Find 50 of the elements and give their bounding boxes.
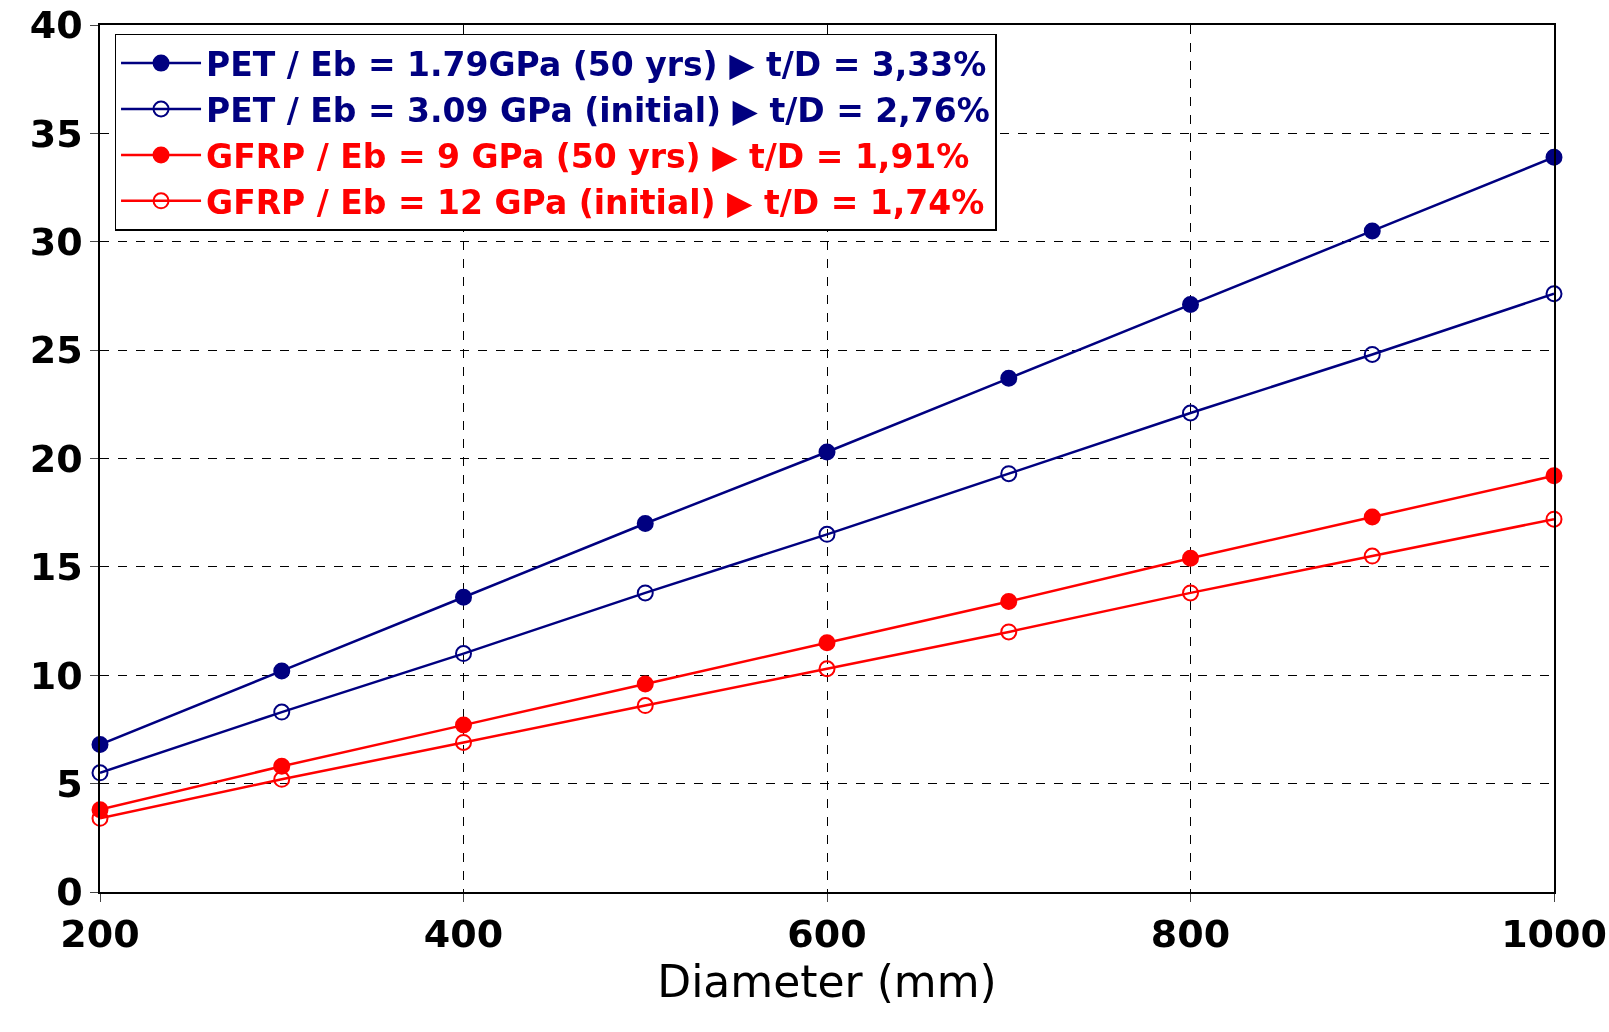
- legend-label: PET / Eb = 3.09 GPa (initial) ▶ t/D = 2,76%: [206, 90, 990, 130]
- legend-label: PET / Eb = 1.79GPa (50 yrs) ▶ t/D = 3,33%: [206, 44, 987, 84]
- y-tick-label: 20: [29, 436, 83, 481]
- point: [636, 584, 654, 602]
- y-tick-label: 15: [29, 545, 83, 590]
- point: [273, 757, 291, 775]
- point: [1000, 465, 1018, 483]
- legend-label: GFRP / Eb = 9 GPa (50 yrs) ▶ t/D = 1,91%: [206, 136, 970, 176]
- point: [1545, 510, 1563, 528]
- x-tick-label: 1000: [1501, 912, 1607, 957]
- point: [455, 588, 472, 606]
- point: [1363, 508, 1381, 526]
- x-tick-label: 800: [1150, 912, 1231, 957]
- point: [1545, 285, 1563, 303]
- point: [1000, 623, 1018, 641]
- point: [818, 525, 836, 543]
- point: [1182, 549, 1199, 567]
- x-tick-label: 600: [787, 912, 867, 957]
- point: [1363, 222, 1381, 240]
- point: [455, 645, 472, 663]
- point: [455, 716, 472, 734]
- point: [1000, 593, 1018, 611]
- x-axis-title: Diameter (mm): [657, 956, 997, 1008]
- point: [91, 764, 109, 782]
- point: [1182, 584, 1199, 602]
- y-tick-label: 0: [56, 870, 83, 915]
- legend-label: GFRP / Eb = 12 GPa (initial) ▶ t/D = 1,74%: [206, 182, 985, 222]
- point: [818, 660, 836, 678]
- x-tick-label: 400: [423, 912, 504, 957]
- point: [273, 662, 291, 680]
- point: [1000, 369, 1018, 387]
- y-tick-label: 5: [56, 761, 83, 806]
- y-tick-label: 10: [29, 653, 83, 698]
- point: [273, 703, 291, 721]
- y-tick-label: 40: [29, 3, 83, 48]
- point: [455, 733, 472, 751]
- point: [1363, 547, 1381, 565]
- point: [1182, 296, 1199, 314]
- point: [636, 697, 654, 715]
- point: [818, 443, 836, 461]
- x-tick-label: 200: [60, 912, 140, 957]
- point: [818, 634, 836, 652]
- y-tick-label: 25: [29, 328, 83, 373]
- y-tick-label: 30: [29, 220, 83, 265]
- point: [636, 675, 654, 693]
- point: [1363, 345, 1381, 363]
- y-tick-label: 35: [29, 111, 83, 156]
- point: [636, 515, 654, 533]
- point: [273, 770, 291, 788]
- point: [1182, 404, 1199, 422]
